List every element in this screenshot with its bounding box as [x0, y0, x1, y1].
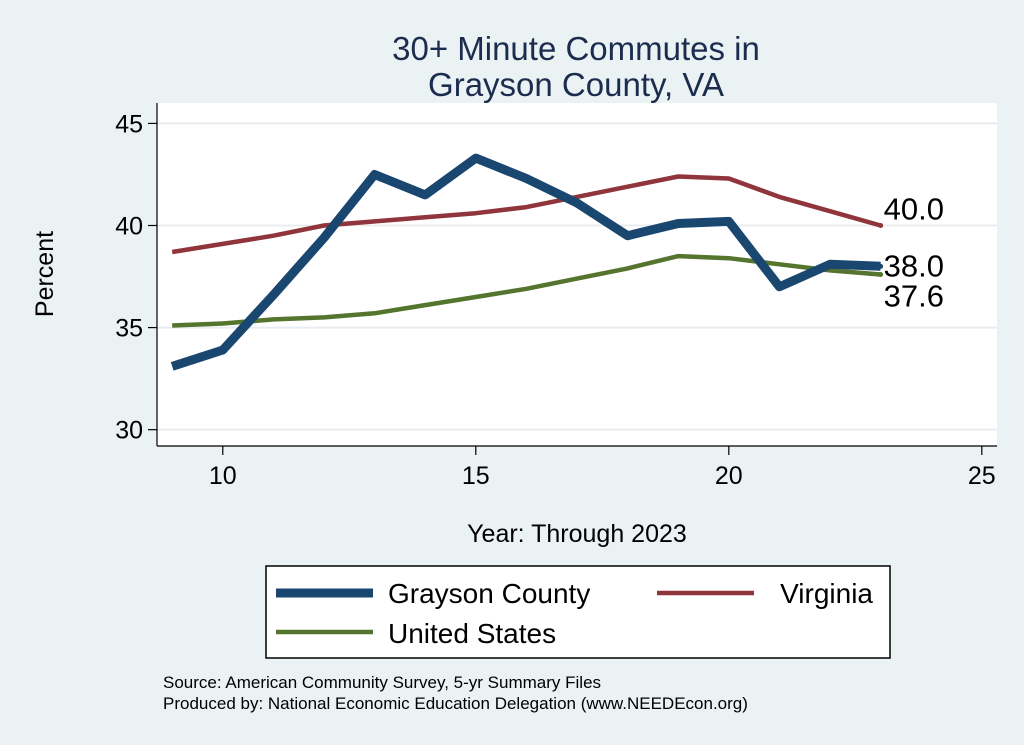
series-group — [170, 153, 884, 371]
y-tick-label: 40 — [115, 213, 143, 241]
legend-label-united-states: United States — [388, 618, 556, 649]
legend-entries: Grayson County Virginia United States — [276, 578, 873, 649]
y-tick-label: 35 — [115, 315, 143, 343]
y-axis-title: Percent — [31, 231, 59, 317]
end-labels: 38.0 40.0 37.6 — [884, 192, 944, 314]
legend-label-virginia: Virginia — [780, 578, 873, 609]
source-note: Source: American Community Survey, 5-yr … — [163, 673, 601, 692]
y-tick-label: 45 — [115, 110, 143, 138]
series-line-grayson-county — [170, 153, 881, 371]
series-line-virginia — [171, 174, 882, 255]
end-label-virginia: 40.0 — [884, 192, 944, 227]
axis-ticks: 30 35 40 45 10 15 20 25 — [115, 110, 996, 490]
series-end-point — [878, 263, 884, 269]
x-tick-label: 10 — [209, 462, 237, 490]
x-tick-label: 20 — [715, 462, 743, 490]
x-tick-label: 25 — [968, 462, 996, 490]
x-tick-label: 15 — [462, 462, 490, 490]
legend-label-grayson-county: Grayson County — [388, 578, 590, 609]
grid — [157, 122, 997, 431]
y-tick-label: 30 — [115, 417, 143, 445]
series-end-point — [878, 272, 884, 277]
end-label-united-states: 37.6 — [884, 279, 944, 314]
chart-title-line-1: 30+ Minute Commutes in — [392, 30, 760, 67]
series-end-point — [878, 223, 884, 228]
x-axis-title: Year: Through 2023 — [467, 520, 687, 548]
end-label-grayson-county: 38.0 — [884, 248, 944, 283]
chart-title-line-2: Grayson County, VA — [428, 66, 724, 103]
produced-by-note: Produced by: National Economic Education… — [163, 694, 748, 713]
legend — [265, 565, 891, 659]
